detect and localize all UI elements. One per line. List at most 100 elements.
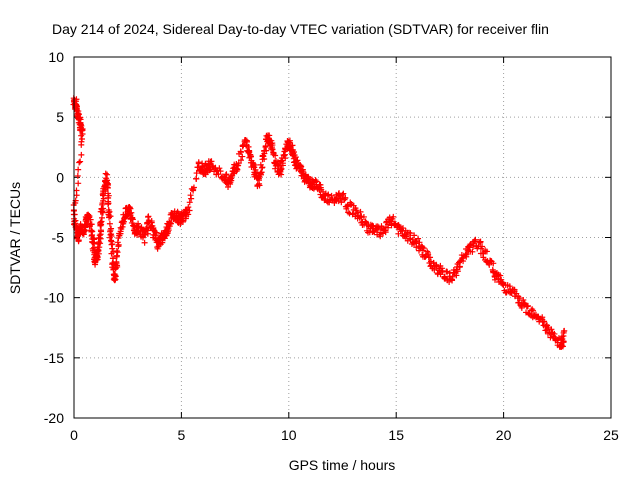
x-axis-title: GPS time / hours <box>289 457 396 473</box>
data-point <box>114 249 121 256</box>
data-point <box>141 239 148 246</box>
y-tick-label: 5 <box>56 109 64 125</box>
data-point <box>357 208 364 215</box>
data-point <box>73 192 80 199</box>
data-point <box>97 235 104 242</box>
data-point <box>339 191 346 198</box>
data-point <box>525 310 532 317</box>
data-point <box>313 178 320 185</box>
data-point <box>190 184 197 191</box>
data-point <box>524 303 531 310</box>
x-tick-labels: 0 5 10 15 20 25 <box>70 427 619 443</box>
data-point <box>167 220 174 227</box>
data-point <box>377 233 384 240</box>
data-point <box>102 170 109 177</box>
plot-frame <box>73 56 612 419</box>
data-point <box>407 230 414 237</box>
x-tick-label: 0 <box>70 427 78 443</box>
y-tick-label: 10 <box>48 49 64 65</box>
data-point <box>149 222 156 229</box>
data-point <box>185 204 192 211</box>
data-point <box>100 205 107 212</box>
data-point <box>450 267 457 274</box>
data-point <box>98 214 105 221</box>
data-point <box>73 103 80 110</box>
data-point <box>98 228 105 235</box>
data-point <box>561 327 568 334</box>
data-point <box>81 228 88 235</box>
y-tick-label: 0 <box>56 169 64 185</box>
data-point <box>490 260 497 267</box>
data-point <box>415 235 422 242</box>
data-point <box>76 159 83 166</box>
data-point <box>78 126 85 133</box>
data-point <box>382 229 389 236</box>
data-point <box>347 201 354 208</box>
data-point <box>94 254 101 261</box>
data-point <box>104 184 111 191</box>
data-point <box>112 273 119 280</box>
chart-title: Day 214 of 2024, Sidereal Day-to-day VTE… <box>52 21 549 37</box>
data-point <box>216 165 223 172</box>
data-point <box>98 208 105 215</box>
data-point <box>449 273 456 280</box>
data-point <box>88 221 95 228</box>
data-point <box>492 276 499 283</box>
data-point <box>106 220 113 227</box>
data-point <box>278 166 285 173</box>
data-point <box>153 229 160 236</box>
y-tick-labels: -20 -15 -10 -5 0 5 10 <box>44 49 64 426</box>
data-point <box>369 222 376 229</box>
y-tick-label: -20 <box>44 410 64 426</box>
data-point <box>107 231 114 238</box>
data-point <box>154 245 161 252</box>
data-point <box>472 236 479 243</box>
data-point <box>499 279 506 286</box>
data-point <box>144 227 151 234</box>
data-point <box>107 213 114 220</box>
data-point <box>237 149 244 156</box>
data-point <box>479 243 486 250</box>
data-point <box>416 239 423 246</box>
x-tick-label: 5 <box>178 427 186 443</box>
data-point <box>72 220 79 227</box>
data-point <box>128 209 135 216</box>
data-point <box>113 247 120 254</box>
data-point <box>454 268 461 275</box>
data-point <box>129 216 136 223</box>
data-point <box>114 239 121 246</box>
data-point <box>88 227 95 234</box>
data-point <box>335 198 342 205</box>
data-point <box>108 241 115 248</box>
data-point <box>551 330 558 337</box>
data-point <box>411 232 418 239</box>
data-point <box>215 171 222 178</box>
data-point <box>419 244 426 251</box>
data-point <box>99 200 106 207</box>
data-point <box>152 232 159 239</box>
data-point <box>506 283 513 290</box>
data-point <box>463 251 470 258</box>
data-point <box>269 146 276 153</box>
data-point <box>516 295 523 302</box>
data-point <box>338 199 345 206</box>
data-point <box>389 215 396 222</box>
y-tick-label: -5 <box>52 230 65 246</box>
data-point <box>246 148 253 155</box>
data-point <box>342 195 349 202</box>
data-point <box>259 164 266 171</box>
data-point <box>560 338 567 345</box>
data-point <box>328 192 335 199</box>
data-point <box>469 248 476 255</box>
data-point <box>272 165 279 172</box>
data-point <box>103 184 110 191</box>
data-point <box>113 253 120 260</box>
data-point <box>222 172 229 179</box>
data-point <box>74 172 81 179</box>
data-point <box>497 272 504 279</box>
data-point <box>96 244 103 251</box>
data-point <box>206 167 213 174</box>
data-point <box>256 182 263 189</box>
data-point <box>245 143 252 150</box>
